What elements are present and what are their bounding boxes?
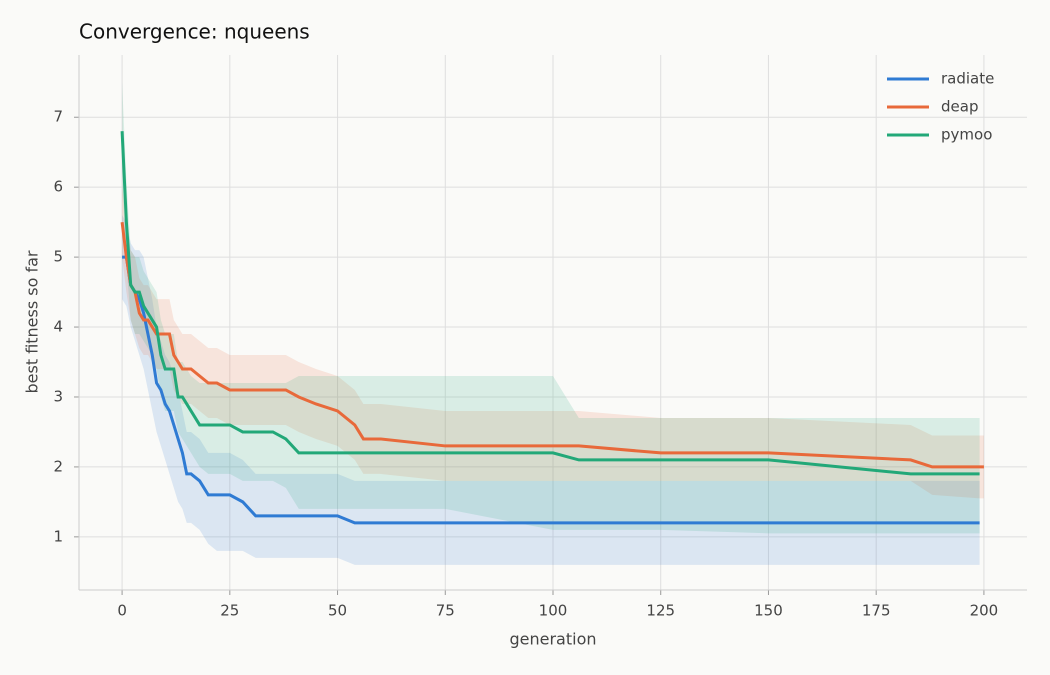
legend-label: radiate <box>941 70 994 88</box>
line <box>120 131 980 476</box>
chart-title: Convergence: nqueens <box>79 20 310 44</box>
y-tick-label: 7 <box>53 108 63 126</box>
band <box>122 215 980 565</box>
x-tick-label: 200 <box>970 602 999 620</box>
y-tick-label: 3 <box>53 387 63 405</box>
line <box>120 221 984 469</box>
y-tick-label: 4 <box>53 318 63 336</box>
legend-label: deap <box>941 98 978 116</box>
x-tick-label: 50 <box>328 602 347 620</box>
y-tick-label: 1 <box>53 527 63 545</box>
x-tick-label: 25 <box>220 602 239 620</box>
line <box>122 255 980 525</box>
x-axis-label: generation <box>509 630 596 649</box>
x-tick-label: 100 <box>539 602 568 620</box>
y-tick-label: 5 <box>53 248 63 266</box>
legend-label: pymoo <box>941 126 992 144</box>
y-tick-label: 6 <box>53 178 63 196</box>
x-tick-label: 125 <box>646 602 675 620</box>
x-tick-label: 150 <box>754 602 783 620</box>
y-tick-label: 2 <box>53 457 63 475</box>
x-tick-label: 0 <box>117 602 127 620</box>
band <box>122 187 984 499</box>
x-tick-label: 175 <box>862 602 891 620</box>
x-tick-label: 75 <box>436 602 455 620</box>
band <box>122 82 980 534</box>
y-axis-label: best fitness so far <box>23 250 42 393</box>
